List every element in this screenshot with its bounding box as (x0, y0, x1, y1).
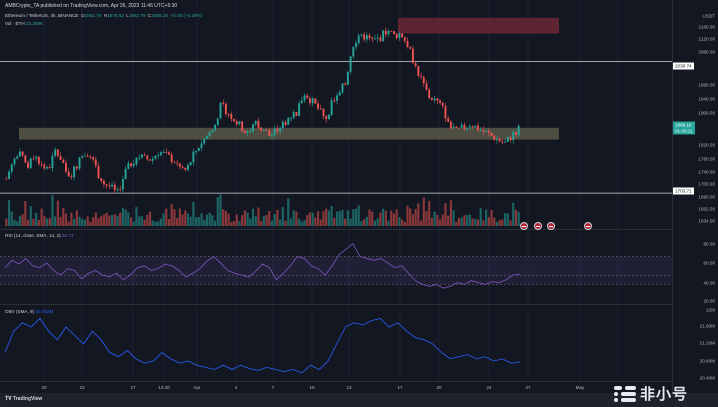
pane-divider-obv[interactable] (0, 304, 672, 305)
tv-logo-icon: 𝐓𝐕 (5, 396, 13, 402)
rsi-line (4, 242, 521, 289)
obv-line (4, 317, 521, 374)
pane-divider-rsi[interactable] (0, 229, 672, 230)
published-caption: AMBCrypto_TA published on TradingView.co… (5, 3, 178, 9)
change-value: +5.36 (+0.29%) (170, 13, 203, 18)
watermark-text: 非小号 (640, 386, 689, 403)
grid (43, 0, 619, 381)
rsi-band (0, 256, 672, 285)
us-flag-event-icon[interactable] (584, 222, 592, 230)
us-flag-event-icon[interactable] (547, 222, 555, 230)
bar-countdown: 01:43:11 (675, 128, 693, 133)
candles (5, 27, 520, 194)
close-value: 1868.16 (151, 13, 168, 18)
rsi-value: 50.73 (61, 233, 74, 238)
obv-value: 20.782M (35, 309, 54, 314)
price-axis-currency: USDT (702, 13, 715, 19)
time-axis[interactable]: 20 23 27 13:30 Apr 4 7 10 13 17 20 24 27… (0, 381, 672, 394)
us-flag-event-icon[interactable] (534, 222, 542, 230)
supply-zone[interactable] (398, 17, 559, 34)
us-flag-event-icon[interactable] (520, 222, 528, 230)
demand-zone[interactable] (19, 127, 559, 140)
watermark-logo-icon (614, 385, 636, 403)
rsi-legend[interactable]: RSI (14, close, SMA, 14, 2) 50.73 (5, 233, 74, 238)
price-axis[interactable]: USDT 2160.00 2120.00 2080.00 1980.00 194… (672, 0, 718, 407)
high-value: 1878.63 (107, 13, 124, 18)
current-price-tag: 1868.16 01:43:11 (673, 121, 695, 135)
support-price-tag: 1703.71 (673, 187, 694, 195)
volume-bars (5, 194, 520, 226)
volume-legend[interactable]: Vol · ETH 22.309K (5, 21, 44, 26)
resistance-price-tag: 2038.74 (673, 62, 694, 70)
obv-legend[interactable]: OBV (SMA, 9) 20.782M (5, 309, 54, 314)
open-value: 1862.79 (84, 13, 102, 18)
low-value: 1862.79 (128, 13, 146, 18)
symbol-name: Ethereum / TetherUS, 4h, BINANCE (5, 13, 79, 18)
symbol-legend: Ethereum / TetherUS, 4h, BINANCE O1862.7… (5, 13, 203, 18)
watermark: 非小号 (614, 380, 718, 407)
footer-bar (0, 393, 718, 407)
tradingview-logo[interactable]: 𝐓𝐕 TradingView (5, 396, 43, 402)
volume-value: 22.309K (25, 21, 44, 26)
